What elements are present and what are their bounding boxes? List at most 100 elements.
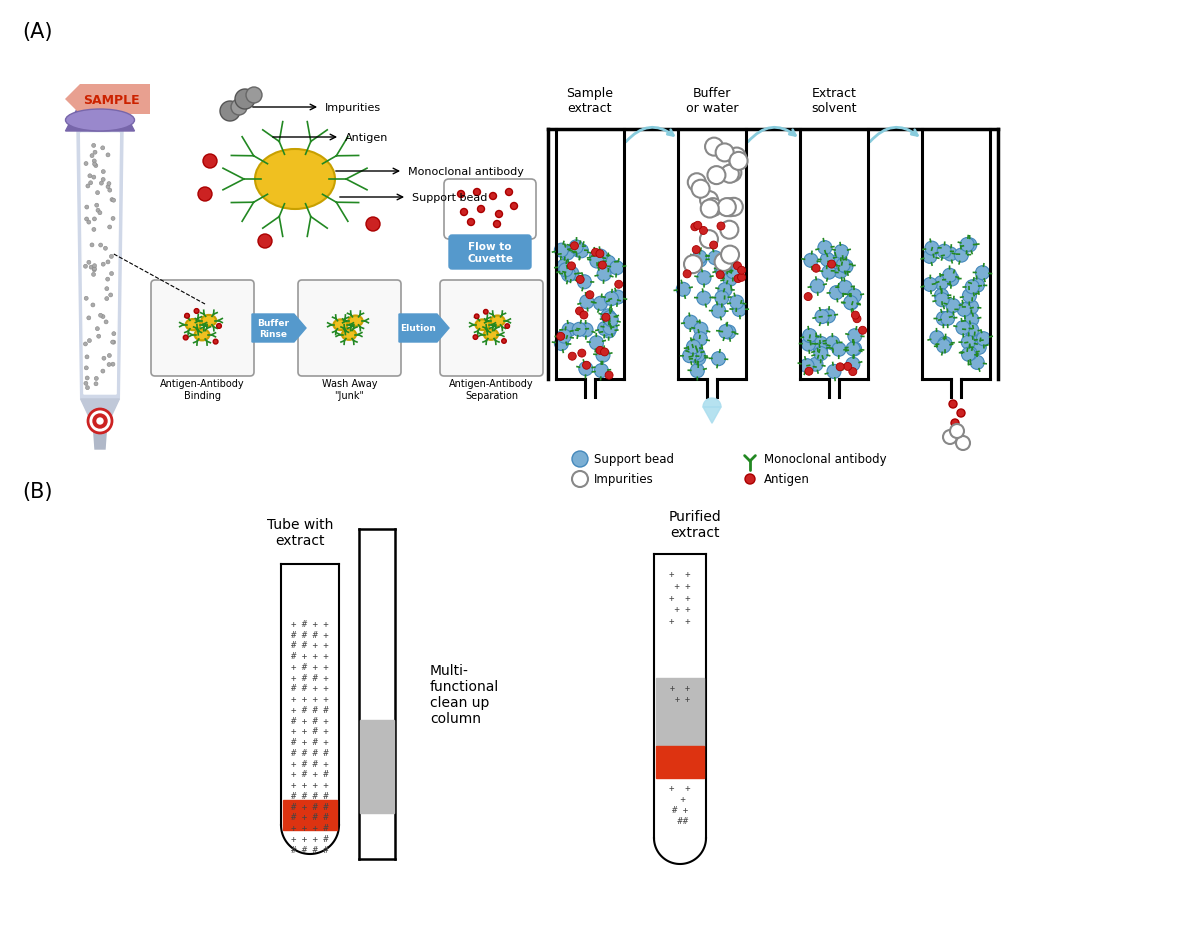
Circle shape	[936, 340, 950, 354]
Circle shape	[722, 326, 736, 340]
Circle shape	[712, 304, 725, 318]
Circle shape	[950, 425, 964, 439]
Circle shape	[98, 212, 102, 215]
Circle shape	[578, 275, 592, 289]
Circle shape	[717, 223, 725, 231]
Circle shape	[977, 332, 991, 346]
Circle shape	[88, 410, 112, 433]
Ellipse shape	[333, 320, 348, 330]
Circle shape	[833, 343, 846, 357]
Circle shape	[85, 206, 89, 210]
Circle shape	[610, 261, 624, 275]
Text: SAMPLE: SAMPLE	[83, 94, 141, 107]
Text: Monoclonal antibody: Monoclonal antibody	[763, 453, 886, 466]
Circle shape	[83, 265, 87, 269]
Circle shape	[935, 276, 948, 290]
Circle shape	[725, 198, 743, 216]
Circle shape	[962, 289, 977, 303]
Circle shape	[944, 272, 959, 286]
Circle shape	[183, 336, 188, 341]
Text: Antigen-Antibody
Separation: Antigen-Antibody Separation	[449, 378, 534, 401]
Polygon shape	[360, 721, 394, 813]
FancyBboxPatch shape	[449, 236, 531, 270]
Circle shape	[601, 314, 610, 322]
Circle shape	[852, 312, 860, 320]
Circle shape	[975, 267, 990, 281]
Circle shape	[935, 289, 948, 303]
Circle shape	[493, 221, 500, 228]
Circle shape	[95, 328, 99, 331]
Circle shape	[557, 329, 572, 344]
Circle shape	[693, 254, 707, 268]
Circle shape	[684, 256, 701, 274]
Circle shape	[495, 212, 503, 218]
Circle shape	[110, 256, 113, 259]
Text: Multi-
functional
clean up
column: Multi- functional clean up column	[430, 663, 499, 725]
Circle shape	[194, 309, 199, 314]
Circle shape	[716, 144, 734, 162]
Circle shape	[709, 252, 722, 266]
Circle shape	[828, 261, 836, 269]
Ellipse shape	[255, 150, 335, 210]
Circle shape	[827, 365, 841, 379]
Circle shape	[971, 356, 984, 370]
Circle shape	[925, 241, 939, 256]
Circle shape	[568, 353, 576, 360]
Circle shape	[805, 368, 813, 376]
Circle shape	[101, 370, 105, 373]
Polygon shape	[654, 554, 706, 838]
Circle shape	[930, 331, 944, 345]
Circle shape	[92, 176, 95, 180]
Circle shape	[93, 268, 96, 271]
Circle shape	[687, 347, 701, 361]
Polygon shape	[81, 134, 119, 395]
Circle shape	[92, 160, 96, 164]
Circle shape	[721, 166, 738, 183]
Circle shape	[106, 260, 110, 265]
Circle shape	[719, 258, 732, 272]
Ellipse shape	[201, 315, 217, 327]
Circle shape	[202, 154, 217, 168]
Polygon shape	[656, 746, 704, 779]
Circle shape	[478, 206, 485, 213]
Text: +  +
 + +: + + + +	[671, 683, 690, 703]
Circle shape	[86, 376, 89, 381]
Circle shape	[582, 362, 591, 370]
Circle shape	[96, 335, 101, 339]
Circle shape	[848, 329, 862, 344]
Circle shape	[580, 296, 594, 310]
Circle shape	[737, 274, 746, 282]
Circle shape	[107, 363, 111, 367]
Circle shape	[235, 90, 255, 110]
Circle shape	[830, 256, 844, 270]
Circle shape	[579, 324, 593, 338]
Circle shape	[956, 436, 969, 450]
Circle shape	[691, 364, 704, 378]
Circle shape	[965, 300, 979, 314]
Circle shape	[92, 273, 95, 277]
Circle shape	[556, 260, 570, 274]
Circle shape	[110, 272, 113, 276]
Circle shape	[593, 250, 607, 264]
Circle shape	[96, 418, 102, 425]
Text: Support bead: Support bead	[594, 453, 674, 466]
Circle shape	[93, 218, 96, 222]
Circle shape	[110, 198, 114, 202]
Circle shape	[87, 339, 92, 344]
Circle shape	[576, 276, 585, 285]
Text: Impurities: Impurities	[594, 473, 654, 486]
Circle shape	[89, 266, 93, 270]
Circle shape	[682, 349, 697, 363]
Polygon shape	[66, 110, 135, 132]
Circle shape	[597, 268, 611, 282]
Circle shape	[822, 310, 835, 324]
Circle shape	[715, 254, 732, 271]
Text: Monoclonal antibody: Monoclonal antibody	[409, 167, 524, 177]
Circle shape	[598, 262, 606, 270]
Circle shape	[711, 352, 725, 366]
Circle shape	[91, 303, 95, 308]
Circle shape	[941, 312, 954, 326]
Circle shape	[99, 243, 102, 248]
Circle shape	[94, 165, 98, 168]
Circle shape	[923, 278, 937, 292]
